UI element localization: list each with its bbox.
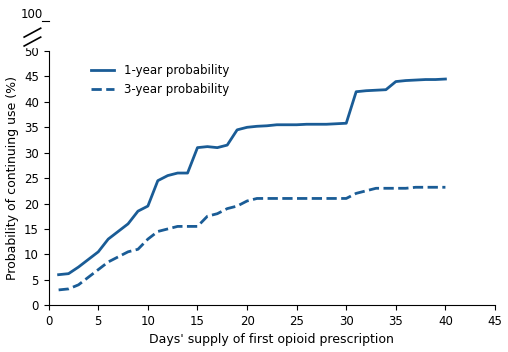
3-year probability xyxy=(383,186,389,190)
1-year probability xyxy=(313,122,320,126)
1-year probability xyxy=(195,145,201,150)
3-year probability xyxy=(274,196,280,201)
X-axis label: Days' supply of first opioid prescription: Days' supply of first opioid prescriptio… xyxy=(149,333,394,346)
3-year probability xyxy=(254,196,260,201)
3-year probability xyxy=(204,214,210,218)
3-year probability xyxy=(85,275,91,279)
1-year probability xyxy=(155,178,161,183)
1-year probability xyxy=(274,122,280,127)
1-year probability xyxy=(363,89,369,93)
3-year probability xyxy=(184,224,190,228)
1-year probability xyxy=(75,265,81,269)
Line: 3-year probability: 3-year probability xyxy=(58,187,446,290)
3-year probability xyxy=(155,230,161,234)
3-year probability xyxy=(145,237,151,241)
1-year probability xyxy=(432,77,438,82)
3-year probability xyxy=(234,204,240,208)
3-year probability xyxy=(373,186,379,190)
3-year probability xyxy=(175,224,181,228)
3-year probability xyxy=(214,212,220,216)
3-year probability xyxy=(324,196,330,201)
1-year probability xyxy=(442,77,449,81)
1-year probability xyxy=(85,257,91,262)
1-year probability xyxy=(105,237,111,241)
3-year probability xyxy=(393,186,399,190)
3-year probability xyxy=(442,185,449,189)
3-year probability xyxy=(165,227,171,231)
1-year probability xyxy=(214,145,220,150)
1-year probability xyxy=(244,125,250,130)
1-year probability xyxy=(393,80,399,84)
1-year probability xyxy=(204,145,210,149)
Bar xyxy=(20,26,46,47)
1-year probability xyxy=(303,122,309,126)
1-year probability xyxy=(175,171,181,175)
1-year probability xyxy=(95,250,101,254)
1-year probability xyxy=(343,121,350,125)
1-year probability xyxy=(403,78,409,83)
3-year probability xyxy=(95,268,101,272)
3-year probability xyxy=(135,247,141,251)
1-year probability xyxy=(423,77,429,82)
3-year probability xyxy=(412,185,419,189)
Legend: 1-year probability, 3-year probability: 1-year probability, 3-year probability xyxy=(86,59,234,101)
3-year probability xyxy=(66,287,72,291)
1-year probability xyxy=(373,88,379,92)
1-year probability xyxy=(224,143,230,147)
3-year probability xyxy=(195,224,201,228)
3-year probability xyxy=(423,185,429,189)
1-year probability xyxy=(333,122,339,126)
3-year probability xyxy=(363,189,369,193)
3-year probability xyxy=(303,196,309,201)
3-year probability xyxy=(55,288,61,292)
3-year probability xyxy=(115,255,121,259)
1-year probability xyxy=(283,122,290,127)
1-year probability xyxy=(353,90,359,94)
1-year probability xyxy=(125,222,131,226)
1-year probability xyxy=(264,124,270,128)
3-year probability xyxy=(244,199,250,203)
3-year probability xyxy=(353,191,359,195)
3-year probability xyxy=(105,260,111,264)
1-year probability xyxy=(324,122,330,126)
1-year probability xyxy=(383,88,389,92)
3-year probability xyxy=(343,196,350,201)
3-year probability xyxy=(403,186,409,190)
1-year probability xyxy=(145,204,151,208)
3-year probability xyxy=(432,185,438,189)
1-year probability xyxy=(234,128,240,132)
1-year probability xyxy=(66,271,72,276)
Y-axis label: Probability of continuing use (%): Probability of continuing use (%) xyxy=(6,76,19,280)
1-year probability xyxy=(165,174,171,178)
Text: 100: 100 xyxy=(21,8,43,20)
1-year probability xyxy=(294,122,300,127)
3-year probability xyxy=(75,283,81,287)
Line: 1-year probability: 1-year probability xyxy=(58,79,446,275)
1-year probability xyxy=(254,124,260,128)
3-year probability xyxy=(333,196,339,201)
1-year probability xyxy=(184,171,190,175)
1-year probability xyxy=(115,230,121,234)
3-year probability xyxy=(224,207,230,211)
1-year probability xyxy=(412,78,419,82)
1-year probability xyxy=(135,209,141,213)
3-year probability xyxy=(313,196,320,201)
1-year probability xyxy=(55,272,61,277)
3-year probability xyxy=(125,250,131,254)
3-year probability xyxy=(283,196,290,201)
3-year probability xyxy=(294,196,300,201)
3-year probability xyxy=(264,196,270,201)
